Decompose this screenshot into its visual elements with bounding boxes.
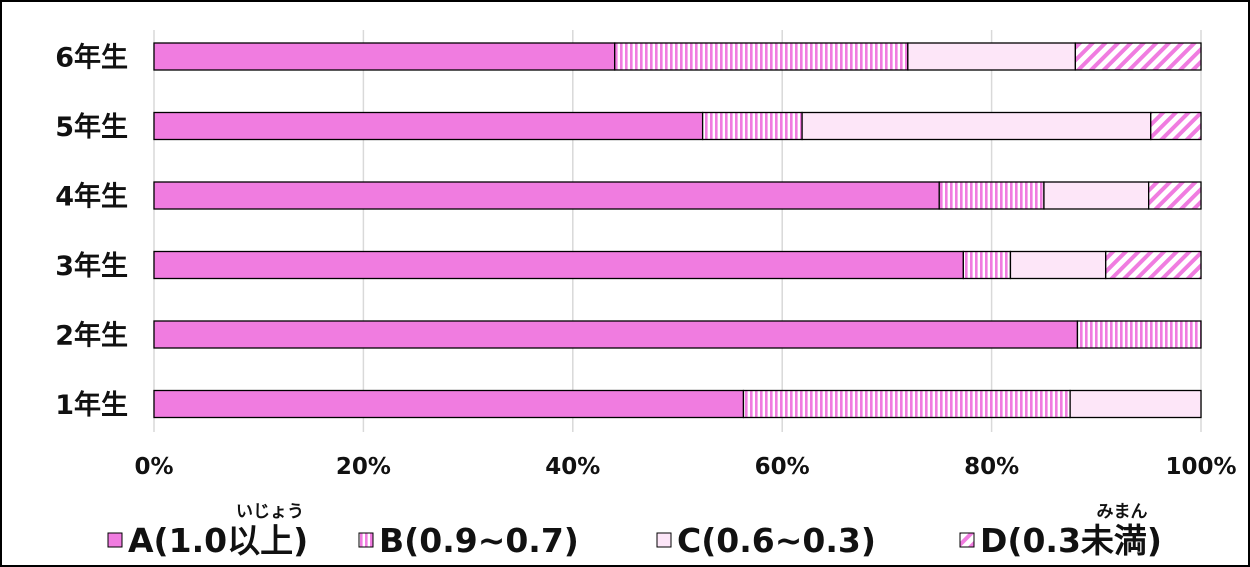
legend-label: D(0.3未満) bbox=[980, 521, 1162, 560]
legend-swatch bbox=[959, 532, 975, 548]
bar-segment-5年生-series-2 bbox=[701, 111, 803, 141]
bar-segment-6年生-series-4 bbox=[1074, 42, 1202, 71]
legend-label: C(0.6~0.3) bbox=[677, 521, 876, 560]
legend-ruby-reading: いじょう bbox=[236, 502, 304, 522]
legend-swatch bbox=[656, 532, 672, 548]
bar-segment-3年生-series-4 bbox=[1105, 250, 1202, 280]
bar-segment-6年生-series-1 bbox=[153, 42, 616, 71]
bar-segment-4年生-series-2 bbox=[938, 181, 1045, 210]
bar-segment-5年生-series-4 bbox=[1150, 111, 1202, 141]
bar-segment-4年生-series-3 bbox=[1043, 181, 1150, 210]
x-tick-label: 40% bbox=[545, 454, 600, 480]
x-tick-label: 60% bbox=[755, 454, 810, 480]
category-label: 6年生 bbox=[55, 42, 128, 74]
gridlines bbox=[153, 30, 1202, 432]
x-tick-label: 20% bbox=[336, 454, 391, 480]
x-tick-label: 100% bbox=[1165, 454, 1236, 480]
bar-segment-1年生-series-2 bbox=[742, 389, 1071, 419]
legend-label: A(1.0以上) bbox=[128, 521, 308, 560]
bar-segment-4年生-series-1 bbox=[153, 181, 940, 210]
bar-segment-2年生-series-2 bbox=[1076, 320, 1202, 349]
bar-segment-1年生-series-3 bbox=[1069, 389, 1202, 419]
category-labels: 6年生 5年生 4年生 3年生 2年生 1年生 bbox=[55, 42, 128, 422]
category-label: 1年生 bbox=[55, 389, 128, 421]
bar-segment-6年生-series-2 bbox=[614, 42, 909, 71]
bars bbox=[153, 42, 1202, 419]
category-label: 4年生 bbox=[55, 181, 128, 213]
legend: A(1.0以上)いじょう B(0.9~0.7) C(0.6~0.3) D(0.3未満)… bbox=[107, 502, 1162, 560]
bar-segment-5年生-series-1 bbox=[153, 111, 704, 141]
bar-segment-1年生-series-1 bbox=[153, 389, 745, 419]
x-tick-label: 80% bbox=[964, 454, 1019, 480]
bar-segment-6年生-series-3 bbox=[907, 42, 1077, 71]
category-label: 2年生 bbox=[55, 320, 128, 352]
legend-ruby-reading: みまん bbox=[1097, 502, 1148, 522]
x-tick-labels: 0% 20% 40% 60% 80% 100% bbox=[134, 454, 1236, 480]
bar-segment-4年生-series-4 bbox=[1148, 181, 1202, 210]
bar-segment-3年生-series-1 bbox=[153, 250, 964, 280]
category-label: 3年生 bbox=[55, 250, 128, 282]
bar-segment-3年生-series-2 bbox=[962, 250, 1012, 280]
x-tick-label: 0% bbox=[134, 454, 173, 480]
bar-segment-2年生-series-1 bbox=[153, 320, 1079, 349]
legend-swatch bbox=[107, 532, 123, 548]
bar-segment-5年生-series-3 bbox=[801, 111, 1152, 141]
legend-label: B(0.9~0.7) bbox=[379, 521, 579, 560]
legend-swatch bbox=[358, 532, 374, 548]
category-label: 5年生 bbox=[55, 111, 128, 143]
bar-segment-3年生-series-3 bbox=[1009, 250, 1107, 280]
